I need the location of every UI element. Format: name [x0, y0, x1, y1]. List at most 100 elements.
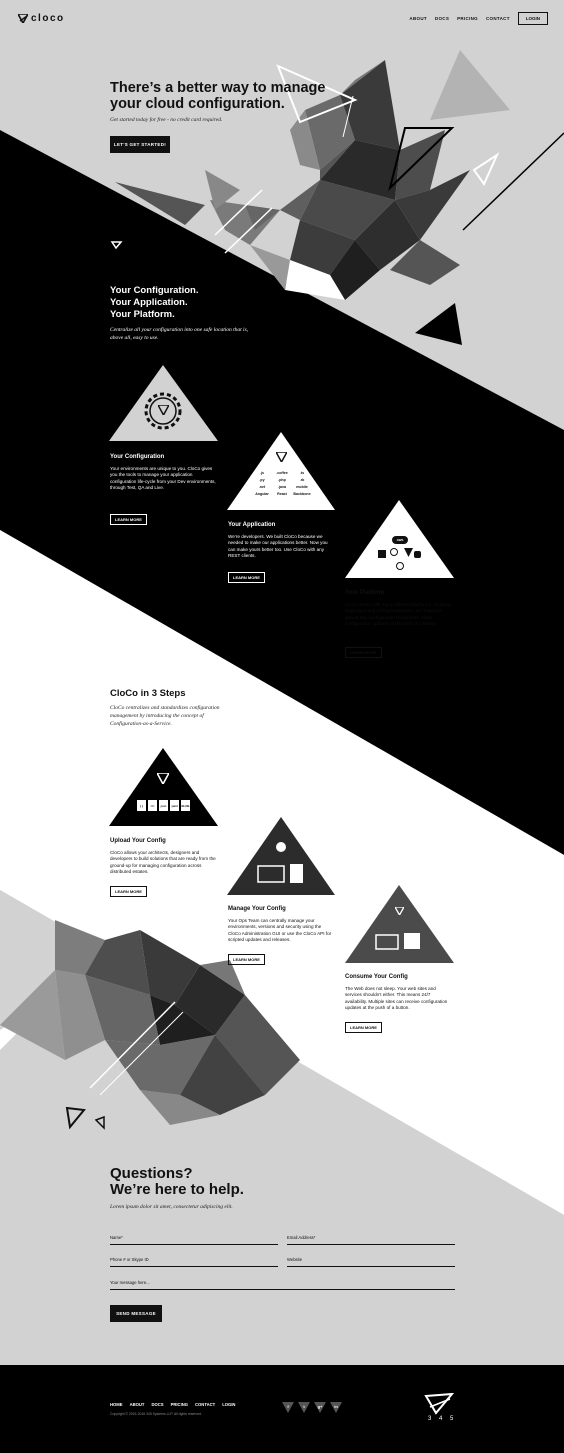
card-title: Your Configuration	[110, 454, 165, 460]
platform-icons: AWS	[378, 536, 422, 572]
footer-contact[interactable]: CONTACT	[195, 1402, 216, 1407]
features-title-line1: Your Configuration.	[110, 285, 199, 296]
android-icon	[414, 551, 421, 558]
footer-login[interactable]: LOGIN	[222, 1402, 236, 1407]
345-logo-text: 3 4 5	[428, 1416, 457, 1422]
cloco-logo-icon	[158, 405, 169, 415]
facebook-icon[interactable]: f	[282, 1402, 294, 1413]
top-nav: ABOUT DOCS PRICING CONTACT LOGIN	[409, 12, 548, 25]
lang-item: .ts	[299, 471, 305, 475]
steps-title: CloCo in 3 Steps	[110, 688, 186, 699]
copyright: Copyright © 2015-2016 345 Systems LLP. A…	[110, 1412, 202, 1416]
lang-item: .js	[260, 471, 264, 475]
learn-more-button[interactable]: LEARN MORE	[110, 514, 147, 525]
card-configuration: Your Configuration Your environments are…	[110, 454, 216, 492]
send-message-button[interactable]: SEND MESSAGE	[110, 1305, 162, 1322]
language-grid: .js .coffee .ts .py .php .rb .net .java …	[252, 471, 312, 496]
footer	[0, 1365, 564, 1453]
get-started-button[interactable]: LET'S GET STARTED!	[110, 136, 170, 153]
cloco-logo-icon	[157, 773, 169, 784]
social-triangle-bg	[282, 1402, 294, 1413]
card-title: Your Application	[228, 522, 276, 528]
nav-contact[interactable]: CONTACT	[485, 16, 510, 21]
message-field[interactable]: Your message here...	[110, 1280, 455, 1290]
learn-more-button[interactable]: LEARN MORE	[110, 886, 147, 897]
consume-icons	[375, 933, 420, 950]
contact-subtitle: Lorem ipsum dolor sit amet, consectetur …	[110, 1204, 233, 1210]
file-icon: </>	[148, 800, 157, 811]
learn-more-button[interactable]: LEARN MORE	[345, 1022, 382, 1033]
footer-polygon-art	[0, 920, 300, 1130]
contact-title: Questions? We’re here to help.	[110, 1166, 244, 1198]
website-field[interactable]: Website	[287, 1257, 455, 1267]
email-field[interactable]: Email Address*	[287, 1235, 455, 1245]
tri-application	[227, 432, 335, 510]
contact-title-line2: We’re here to help.	[110, 1181, 244, 1198]
footer-about[interactable]: ABOUT	[129, 1402, 145, 1407]
nav-docs[interactable]: DOCS	[434, 16, 450, 21]
social-triangle-bg	[330, 1402, 342, 1413]
tri-manage	[227, 817, 335, 895]
tri-configuration	[109, 365, 218, 441]
tri-consume	[345, 885, 454, 963]
login-button[interactable]: LOGIN	[517, 12, 548, 25]
linkedin-icon[interactable]: in	[330, 1402, 342, 1413]
gear-icon	[144, 392, 182, 430]
card-title: Manage Your Config	[228, 906, 286, 912]
googleplus-glyph: g+	[317, 1404, 323, 1409]
footer-pricing[interactable]: PRICING	[170, 1402, 189, 1407]
footer-docs[interactable]: DOCS	[151, 1402, 164, 1407]
settings-icon	[396, 562, 404, 570]
brand-logo[interactable]: cloco	[18, 13, 65, 24]
apple-icon	[390, 548, 398, 556]
logo-text: cloco	[31, 13, 65, 24]
card-title: Upload Your Config	[110, 838, 166, 844]
file-icon: yaml	[170, 800, 179, 811]
googleplus-icon[interactable]: g+	[314, 1402, 326, 1413]
name-field[interactable]: Name*	[110, 1235, 278, 1245]
features-subtitle: Centralize all your configuration into o…	[110, 327, 249, 341]
card-desc: Your Ops Team can centrally manage your …	[228, 918, 332, 943]
cloco-logo-icon	[276, 452, 287, 462]
phone-field[interactable]: Phone # or Skype ID	[110, 1257, 278, 1267]
learn-more-button[interactable]: LEARN MORE	[228, 572, 265, 583]
cloco-icon	[404, 548, 413, 557]
card-platform: Your Platform CloCo works with many diff…	[345, 590, 453, 628]
windows-icon	[378, 550, 386, 558]
card-application: Your Application We’re developers. We bu…	[228, 522, 334, 560]
lang-item: React	[277, 492, 287, 496]
card-manage: Manage Your Config Your Ops Team can cen…	[228, 906, 334, 944]
nav-about[interactable]: ABOUT	[409, 16, 427, 21]
learn-more-button[interactable]: LEARN MORE	[228, 954, 265, 965]
features-title: Your Configuration. Your Application. Yo…	[110, 285, 198, 321]
card-title: Your Platform	[345, 590, 385, 596]
features-title-line2: Your Application.	[110, 297, 188, 308]
footer-nav: HOME ABOUT DOCS PRICING CONTACT LOGIN	[110, 1402, 235, 1407]
card-consume: Consume Your Config The Web does not sle…	[345, 974, 451, 1012]
facebook-glyph: f	[287, 1404, 289, 1409]
footer-home[interactable]: HOME	[110, 1402, 123, 1407]
345-logo-icon[interactable]	[424, 1393, 454, 1415]
lang-item: .php	[278, 478, 286, 482]
file-icon: { }	[137, 800, 146, 811]
tri-upload	[109, 748, 218, 826]
hero-subtitle: Get started today for free - no credit c…	[110, 117, 223, 123]
card-desc: CloCo works with many different platform…	[345, 602, 451, 627]
twitter-icon[interactable]: t	[298, 1402, 310, 1413]
card-desc: Your environments are unique to you. Clo…	[110, 466, 216, 491]
learn-more-button[interactable]: LEARN MORE	[345, 647, 382, 658]
card-desc: CloCo allows your architects, designers …	[110, 850, 216, 875]
lang-item: .py	[259, 478, 265, 482]
twitter-glyph: t	[303, 1404, 305, 1409]
lang-item: .coffee	[276, 471, 288, 475]
features-title-line3: Your Platform.	[110, 309, 175, 320]
cloud-icon: AWS	[392, 536, 408, 544]
lang-item: mobile	[296, 485, 308, 489]
steps-subtitle: CloCo centralizes and standardizes confi…	[110, 705, 220, 727]
lang-item: .java	[278, 485, 286, 489]
nav-pricing[interactable]: PRICING	[457, 16, 478, 21]
cloco-logo-icon	[18, 14, 28, 23]
social-triangle-bg	[314, 1402, 326, 1413]
card-desc: The Web does not sleep. Your web sites a…	[345, 986, 448, 1011]
